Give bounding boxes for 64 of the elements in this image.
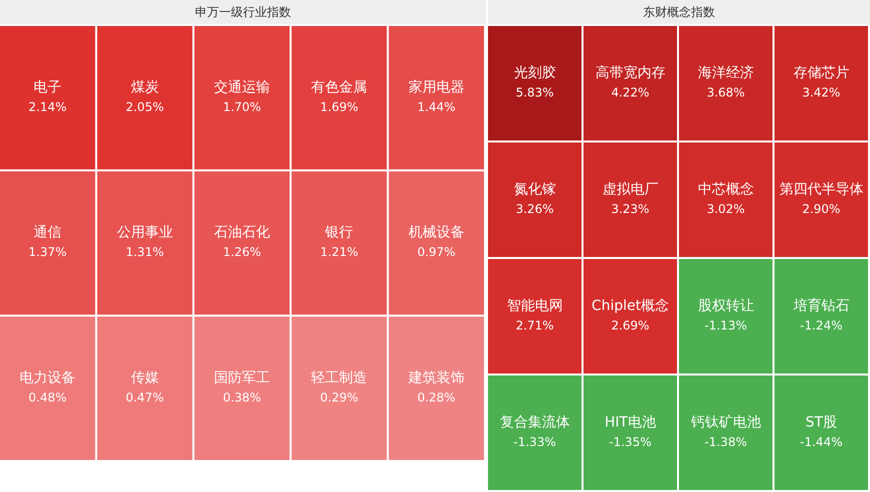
data-label: 0.48%	[28, 390, 67, 404]
data-label: 3.02%	[706, 202, 745, 216]
category-label: 第四代半导体	[779, 181, 864, 198]
category-label: 培育钻石	[792, 296, 850, 314]
category-label: 高带宽内存	[595, 64, 666, 81]
text: 申万一级行业指数	[0, 0, 486, 26]
data-label: 1.69%	[320, 100, 358, 114]
data-label: 1.21%	[320, 245, 358, 260]
category-label: HIT电池	[604, 414, 656, 430]
data-label: 2.14%	[28, 100, 67, 114]
data-label: 3.68%	[706, 85, 745, 100]
category-label: 氮化镓	[514, 181, 556, 198]
category-label: 存储芯片	[793, 64, 850, 81]
data-label: -1.33%	[514, 434, 556, 449]
text: 东财概念指数	[488, 0, 870, 26]
data-label: 0.97%	[417, 245, 456, 260]
data-label: -1.38%	[704, 434, 747, 449]
category-label: 电子	[34, 79, 62, 96]
category-label: 公用事业	[116, 224, 173, 241]
category-label: 建筑装饰	[407, 370, 464, 386]
data-label: 3.42%	[802, 85, 840, 100]
category-label: 国防军工	[214, 370, 270, 386]
data-label: 3.26%	[516, 202, 554, 216]
data-label: 1.44%	[417, 100, 456, 114]
category-label: 银行	[324, 224, 354, 241]
category-label: 交通运输	[214, 79, 270, 96]
data-label: 0.47%	[126, 390, 164, 404]
category-label: 有色金属	[311, 79, 368, 96]
category-label: 机械设备	[408, 224, 464, 241]
data-label: 0.29%	[320, 390, 358, 404]
data-label: 1.26%	[222, 245, 262, 260]
data-label: -1.13%	[704, 318, 747, 332]
category-label: 家用电器	[408, 79, 464, 96]
data-label: 1.37%	[28, 245, 67, 260]
category-label: 股权转让	[698, 298, 754, 314]
category-label: 虚拟电厂	[602, 181, 658, 198]
data-label: 2.69%	[611, 318, 650, 332]
data-label: 2.90%	[802, 202, 840, 216]
category-label: ST股	[806, 414, 837, 430]
category-label: 传媒	[130, 370, 159, 386]
data-label: 5.83%	[516, 85, 554, 100]
category-label: 轻工制造	[311, 370, 368, 386]
category-label: 煤炭	[130, 79, 159, 96]
data-label: 1.31%	[126, 245, 164, 260]
data-label: 2.05%	[126, 100, 164, 114]
data-label: 0.28%	[417, 390, 456, 404]
category-label: 电力设备	[20, 370, 76, 386]
data-label: 3.23%	[611, 202, 650, 216]
data-label: -1.44%	[800, 434, 842, 449]
category-label: 智能电网	[506, 298, 563, 314]
data-label: 2.71%	[516, 318, 554, 332]
category-label: 通信	[34, 224, 62, 241]
category-label: Chiplet概念	[592, 298, 669, 314]
data-label: -1.35%	[609, 434, 652, 449]
category-label: 钙钛矿电池	[690, 414, 761, 430]
data-label: -1.24%	[800, 318, 842, 332]
data-label: 4.22%	[611, 85, 650, 100]
data-label: 0.38%	[222, 390, 262, 404]
category-label: 石油石化	[214, 224, 270, 241]
category-label: 复合集流体	[500, 414, 570, 430]
data-label: 1.70%	[222, 100, 262, 114]
category-label: 光刻胶	[514, 64, 556, 81]
category-label: 海洋经济	[698, 64, 754, 81]
category-label: 中芯概念	[698, 181, 754, 198]
